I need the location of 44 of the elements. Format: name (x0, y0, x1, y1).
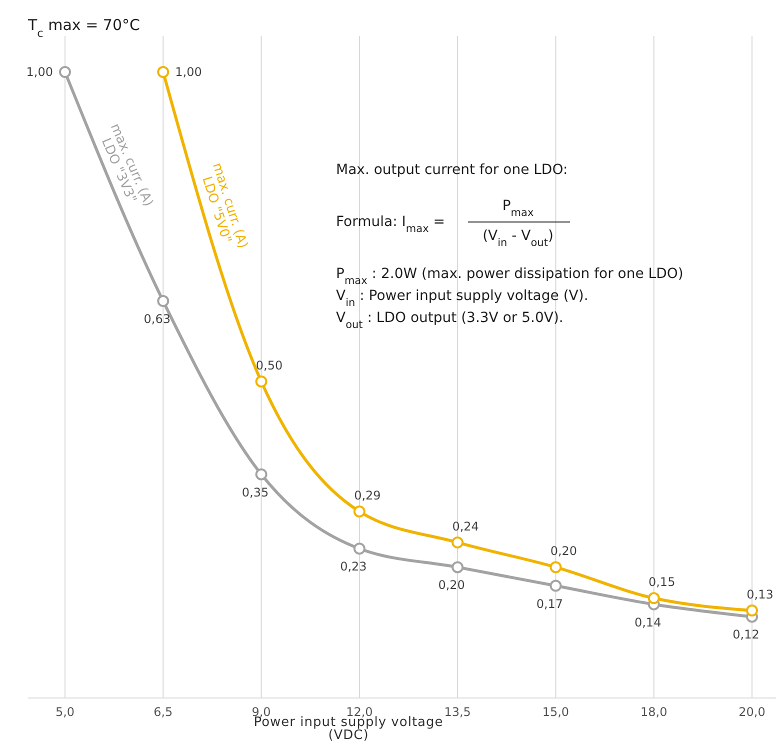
point (746, 604, 758, 617)
text: max. curr. (A) LDO "5V0" (198, 161, 250, 250)
data-label: 0,17 (536, 596, 564, 611)
annotation: P$_{max}$ : 2.0W (max. power dissipation for one LDO) (336, 266, 684, 287)
x-tick-label: 20,0 (738, 705, 766, 719)
point (353, 505, 366, 518)
data-label: 0,50 (256, 358, 283, 372)
chart-title: T$_{c}$ max = 70°C (27, 16, 140, 40)
data-label: 1,00 (26, 65, 53, 79)
point (353, 542, 366, 555)
x-tick-label: 15,0 (542, 705, 570, 719)
annotation: (V$_{in}$ - V$_{out}$) (482, 228, 554, 249)
data-label: 0,29 (354, 488, 381, 502)
point (157, 295, 170, 308)
point (648, 592, 660, 604)
data-label: 0,12 (732, 628, 760, 642)
data-label: 0,20 (438, 578, 465, 592)
data-label: 0,13 (746, 588, 774, 602)
data-label: 0,63 (144, 312, 170, 326)
point (452, 536, 464, 548)
data-label: 0,24 (452, 519, 479, 534)
x-tick-label: 18,0 (640, 705, 668, 719)
text: max. curr. (A) LDO "3V3" (98, 121, 156, 209)
point (157, 66, 170, 78)
annotation: Max. output current for one LDO: (336, 162, 568, 178)
point (255, 376, 268, 388)
x-tick-label: 13,5 (444, 705, 471, 719)
data-label: 0,15 (648, 575, 676, 590)
annotation: P$_{max}$ (502, 198, 534, 219)
annotation: V$_{in}$ : Power input supply voltage (V). (336, 288, 588, 309)
x-tick-label: 5,0 (55, 705, 75, 719)
data-label: 0,14 (634, 615, 662, 630)
point (550, 580, 562, 592)
annotation: V$_{out}$ : LDO output (3.3V or 5.0V). (336, 310, 564, 331)
data-label: 0,23 (340, 560, 367, 574)
annotation: Formula: I$_{max}$ = (336, 214, 445, 235)
point (452, 561, 464, 574)
data-label: 0,35 (242, 485, 269, 500)
x-tick-label: 6,5 (154, 705, 173, 719)
point (255, 468, 268, 480)
point (550, 561, 562, 574)
point (59, 66, 71, 78)
data-label: 1,00 (175, 65, 202, 79)
data-label: 0,20 (550, 544, 578, 558)
